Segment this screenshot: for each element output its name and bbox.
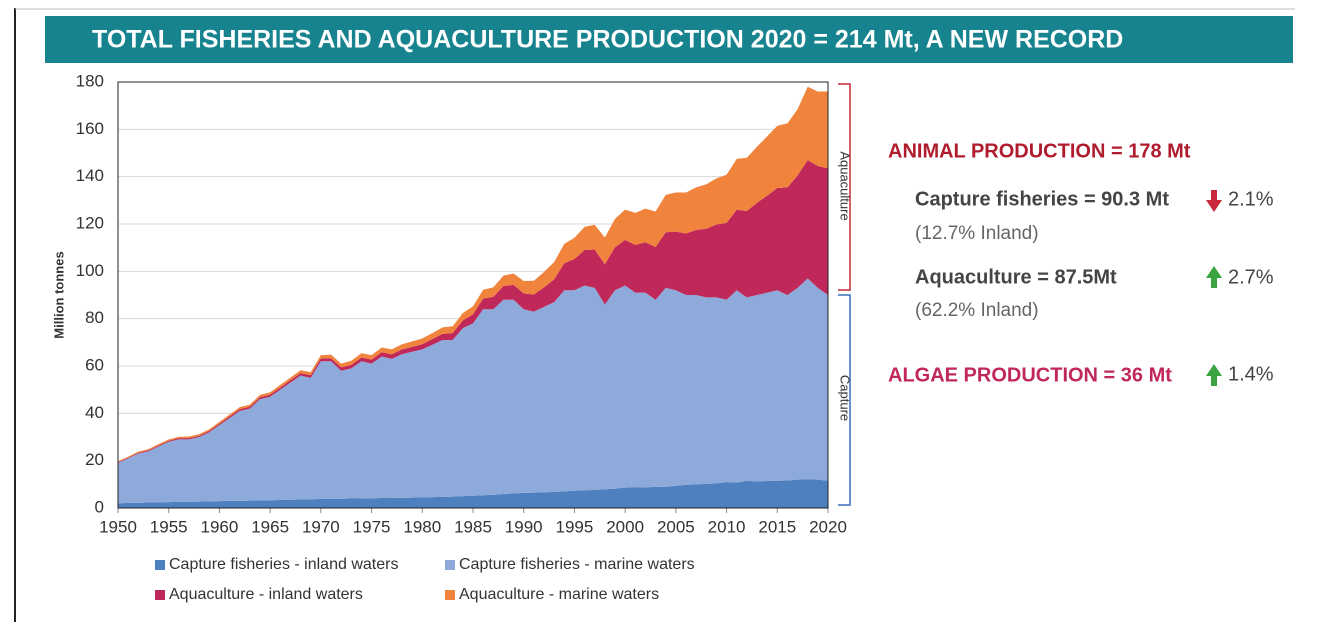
y-tick-label: 120 [76, 213, 104, 232]
capture-note: (12.7% Inland) [915, 223, 1039, 244]
animal-production: ANIMAL PRODUCTION = 178 Mt [888, 140, 1191, 162]
x-tick-label: 1975 [353, 517, 391, 536]
capture-summary: Capture fisheries = 90.3 Mt [915, 188, 1169, 210]
y-tick-label: 140 [76, 166, 104, 185]
y-tick-label: 180 [76, 71, 104, 90]
chart-title: TOTAL FISHERIES AND AQUACULTURE PRODUCTI… [92, 26, 1123, 54]
up-arrow [1206, 364, 1222, 386]
legend-swatch [445, 560, 455, 570]
y-tick-label: 0 [95, 497, 104, 516]
up-arrow [1206, 266, 1222, 288]
y-tick-label: 20 [85, 450, 104, 469]
legend-label: Capture fisheries - marine waters [459, 556, 695, 573]
area [118, 278, 828, 504]
x-tick-label: 2020 [809, 517, 847, 536]
x-tick-label: 1995 [556, 517, 594, 536]
x-tick-label: 1965 [251, 517, 289, 536]
legend-swatch [155, 560, 165, 570]
algae-change: 1.4% [1228, 363, 1274, 385]
y-axis-label: Million tonnes [51, 251, 66, 338]
y-tick-label: 60 [85, 355, 104, 374]
y-tick-label: 80 [85, 308, 104, 327]
down-arrow [1206, 190, 1222, 212]
x-tick-label: 2015 [758, 517, 796, 536]
x-tick-label: 2005 [657, 517, 695, 536]
aquaculture-summary: Aquaculture = 87.5Mt [915, 266, 1117, 288]
x-tick-label: 1980 [403, 517, 441, 536]
aquaculture-bracket [838, 83, 851, 291]
x-tick-label: 1950 [99, 517, 137, 536]
x-tick-label: 1960 [201, 517, 239, 536]
algae-production: ALGAE PRODUCTION = 36 Mt [888, 364, 1172, 386]
area [118, 479, 828, 508]
x-tick-label: 1970 [302, 517, 340, 536]
plot-frame [117, 81, 829, 509]
title-banner [45, 16, 1293, 63]
x-tick-label: 1990 [505, 517, 543, 536]
y-tick-label: 160 [76, 119, 104, 138]
capture-bracket [838, 294, 851, 506]
x-tick-label: 1955 [150, 517, 188, 536]
x-tick-label: 2010 [708, 517, 746, 536]
aquaculture-note: (62.2% Inland) [915, 300, 1039, 321]
y-tick-label: 100 [76, 261, 104, 280]
legend-label: Aquaculture - inland waters [169, 586, 363, 603]
capture-change: 2.1% [1228, 188, 1274, 210]
x-tick-label: 2000 [606, 517, 644, 536]
y-tick-label: 40 [85, 403, 104, 422]
bracket-label: Capture [838, 375, 853, 421]
legend-label: Capture fisheries - inland waters [169, 556, 398, 573]
legend-swatch [445, 590, 455, 600]
legend-label: Aquaculture - marine waters [459, 586, 659, 603]
legend-swatch [155, 590, 165, 600]
aquaculture-change: 2.7% [1228, 266, 1274, 288]
x-tick-label: 1985 [454, 517, 492, 536]
bracket-label: Aquaculture [838, 151, 853, 220]
